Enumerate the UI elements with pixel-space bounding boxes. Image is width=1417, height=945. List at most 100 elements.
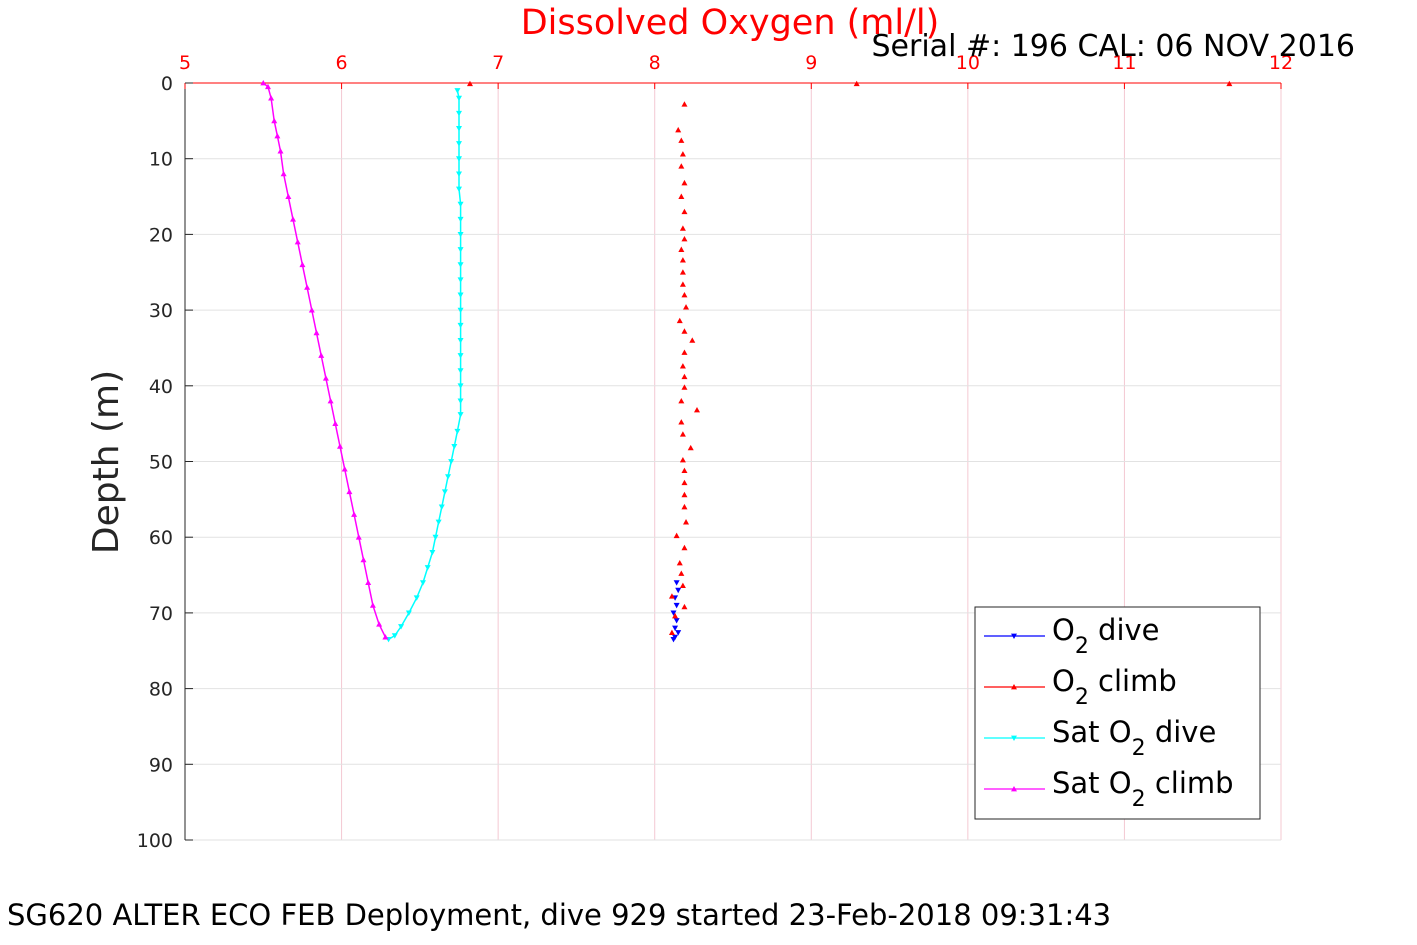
data-point [673,602,680,609]
legend-marker [1011,735,1017,741]
data-point [432,534,439,541]
data-point [457,292,464,298]
data-point [457,353,464,359]
data-point [1226,80,1233,87]
y-tick-label: 50 [149,452,173,474]
data-point [457,322,464,329]
legend-marker [1011,786,1017,792]
data-point [679,269,686,275]
data-point [668,593,675,599]
data-point [308,307,315,313]
data-point [451,443,458,450]
y-tick-label: 80 [149,679,173,701]
data-point [681,328,688,334]
y-tick-label: 100 [137,830,173,852]
data-point [681,479,688,486]
data-point [448,459,455,465]
legend-entry: Sat O2 dive [984,715,1216,761]
data-point [369,602,376,608]
data-point [681,603,688,610]
data-point [681,503,688,510]
data-point [322,375,329,381]
data-point [457,201,464,208]
data-point [457,216,464,223]
data-point [457,262,464,268]
data-point [673,580,680,586]
legend-entry: Sat O2 climb [984,766,1234,812]
data-point [675,630,682,636]
data-point [456,171,462,177]
y-tick-label: 70 [149,603,173,625]
series-line [262,82,387,638]
data-point [681,384,688,390]
data-point [679,151,686,157]
data-point [290,216,297,222]
data-point [457,398,464,404]
data-point [405,610,412,616]
y-tick-label: 30 [149,300,173,322]
data-point [672,625,679,632]
legend-label: Sat O2 climb [1052,766,1234,812]
data-point [456,186,462,192]
data-point [457,383,464,389]
data-point [441,489,448,495]
data-point [391,633,398,639]
data-point [679,225,686,231]
data-point [678,193,685,199]
data-point [454,428,461,435]
data-point [681,101,688,107]
data-point [382,634,389,640]
data-point [457,307,464,314]
data-point [264,83,271,90]
data-point [679,431,686,437]
data-point [351,511,358,517]
x-tick-label: 6 [336,52,348,74]
chart-subtitle: Serial #: 196 CAL: 06 NOV 2016 [872,29,1355,64]
data-point [681,349,688,355]
data-point [260,80,267,86]
data-point [376,621,383,627]
data-point [681,467,688,473]
x-tick-label: 12 [1269,52,1293,74]
data-point [678,397,685,404]
data-point [457,232,464,238]
data-point [271,117,278,124]
data-point [679,281,686,287]
data-point [678,163,685,169]
data-point [337,443,344,449]
data-point [679,257,686,263]
data-point [424,565,431,571]
data-point [679,456,686,463]
data-point [456,95,462,102]
legend-entry: O2 climb [984,664,1177,710]
data-point [670,636,677,643]
legend-marker [1011,633,1017,639]
data-point [457,368,464,374]
data-point [681,544,688,551]
data-point [681,179,688,186]
data-point [683,519,690,525]
data-point [332,420,339,427]
data-point [466,80,473,87]
data-point [457,247,464,253]
x-tick-label: 7 [492,52,504,74]
data-point [675,126,682,133]
legend-label: O2 dive [1052,613,1160,659]
data-point [277,148,284,154]
data-point [355,534,362,540]
data-point [313,329,320,336]
data-point [285,193,292,199]
data-point [457,412,464,418]
data-point [456,156,462,162]
data-point [346,488,353,495]
chart-title: Dissolved Oxygen (ml/l) [521,3,940,43]
data-point [668,629,675,635]
data-point [676,559,683,566]
y-axis-ticks: 0 10 20 30 40 50 60 70 80 90 100 [137,73,193,852]
x-tick-label: 11 [1112,52,1136,74]
data-point [341,466,348,472]
data-point [678,570,685,576]
data-point [676,317,683,324]
series-1 [466,80,1233,635]
data-point [687,444,694,451]
